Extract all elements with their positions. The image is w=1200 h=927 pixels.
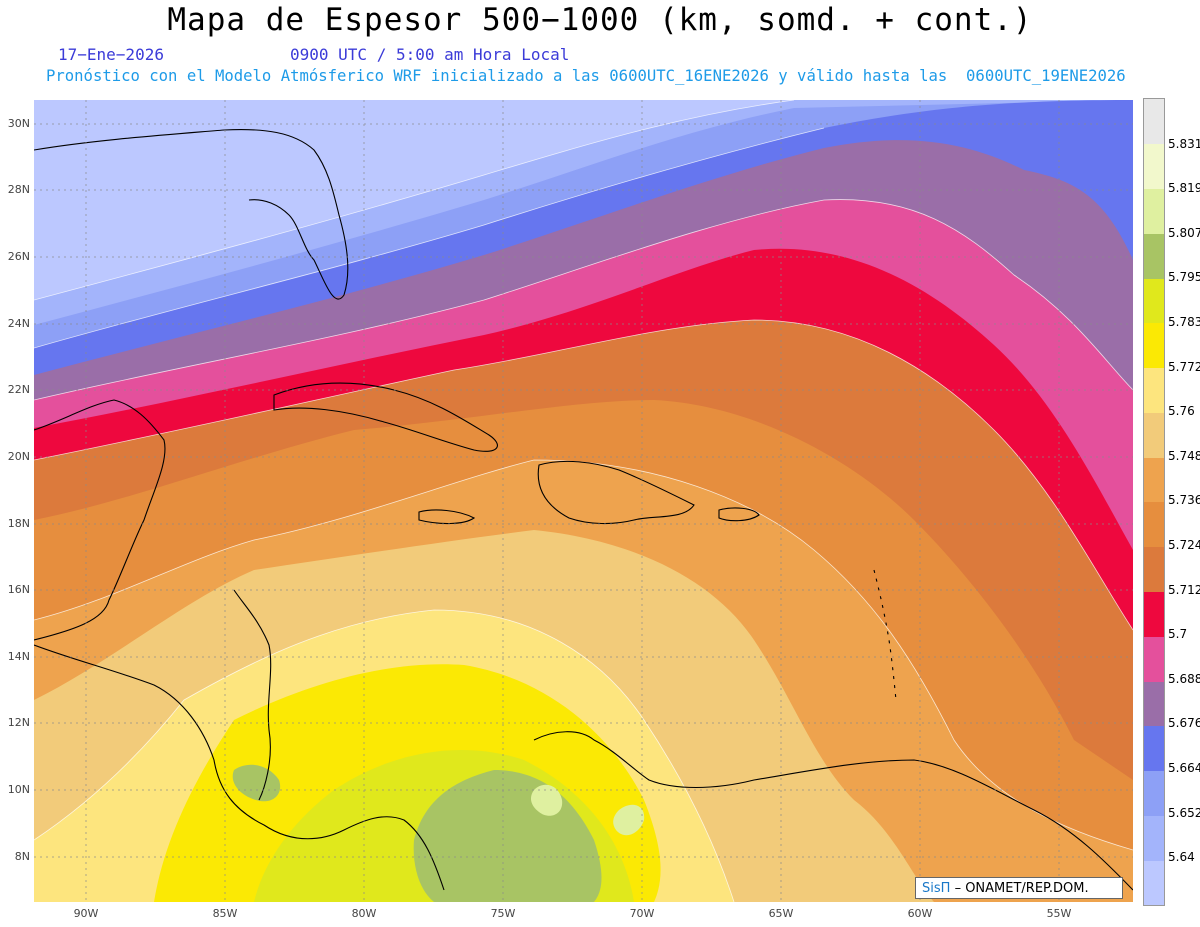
yucatan-coast <box>34 399 166 641</box>
nicaragua-coast <box>233 589 272 801</box>
lat-label: 26N <box>7 250 30 263</box>
band-5807-cr <box>232 764 281 802</box>
colorbar-segment <box>1144 770 1164 816</box>
lat-label: 22N <box>7 383 30 396</box>
thickness-colorbar <box>1143 98 1165 906</box>
credit-box: SisΠ – ONAMET/REP.DOM. <box>915 877 1123 899</box>
forecast-info: Pronóstico con el Modelo Atmósferico WRF… <box>46 67 1126 85</box>
colorbar-segment <box>1144 502 1164 548</box>
hispaniola <box>537 460 695 525</box>
lon-label: 80W <box>351 907 377 920</box>
florida-coast <box>34 129 349 300</box>
map-title: Mapa de Espesor 500−1000 (km, somd. + co… <box>167 2 1033 38</box>
lat-label: 16N <box>7 583 30 596</box>
colorbar-label: 5.819 <box>1168 181 1200 195</box>
cuba <box>273 382 498 452</box>
lon-label: 70W <box>629 907 655 920</box>
colorbar-label: 5.712 <box>1168 583 1200 597</box>
venezuela-coast <box>533 731 1133 891</box>
colorbar-segment <box>1144 278 1164 324</box>
lat-label: 24N <box>7 317 30 330</box>
colorbar-segment <box>1144 546 1164 593</box>
colorbar-label: 5.783 <box>1168 315 1200 329</box>
lat-label: 30N <box>7 117 30 130</box>
jamaica <box>418 509 476 525</box>
colorbar-label: 5.688 <box>1168 672 1200 686</box>
colorbar-segment <box>1144 143 1164 190</box>
lat-label: 10N <box>7 783 30 796</box>
lat-label: 20N <box>7 450 30 463</box>
credit-org: – ONAMET/REP.DOM. <box>954 881 1089 896</box>
lat-label: 18N <box>7 517 30 530</box>
colorbar-segment <box>1144 99 1164 145</box>
colorbar-label: 5.795 <box>1168 270 1200 284</box>
thickness-map <box>34 100 1133 902</box>
coastlines <box>34 129 1133 891</box>
colorbar-segment <box>1144 233 1164 279</box>
colorbar-label: 5.64 <box>1168 850 1195 864</box>
colorbar-segment <box>1144 322 1164 369</box>
colorbar-segment <box>1144 681 1164 727</box>
colorbar-segment <box>1144 367 1164 413</box>
lon-label: 75W <box>490 907 516 920</box>
band-5819-b <box>613 804 645 836</box>
colorbar-segment <box>1144 591 1164 637</box>
lat-label: 14N <box>7 650 30 663</box>
lat-label: 28N <box>7 183 30 196</box>
map-canvas <box>34 100 1133 902</box>
colorbar-label: 5.772 <box>1168 360 1200 374</box>
lat-label: 12N <box>7 716 30 729</box>
lat-label: 8N <box>14 850 30 863</box>
lon-label: 60W <box>907 907 933 920</box>
graticule <box>34 100 1133 902</box>
colorbar-label: 5.748 <box>1168 449 1200 463</box>
colorbar-segment <box>1144 457 1164 503</box>
colorbar-segment <box>1144 188 1164 234</box>
colorbar-label: 5.652 <box>1168 806 1200 820</box>
colorbar-label: 5.76 <box>1168 404 1195 418</box>
colorbar-label: 5.724 <box>1168 538 1200 552</box>
colorbar-segment <box>1144 860 1164 906</box>
valid-date: 17−Ene−2026 <box>58 45 164 64</box>
contour-lines <box>34 100 1133 902</box>
colorbar-label: 5.676 <box>1168 716 1200 730</box>
credit-brand: SisΠ <box>922 881 951 896</box>
puerto-rico <box>718 507 760 522</box>
lon-label: 65W <box>768 907 794 920</box>
lon-label: 90W <box>73 907 99 920</box>
lon-label: 85W <box>212 907 238 920</box>
colorbar-segment <box>1144 636 1164 682</box>
band-5819 <box>531 784 563 816</box>
colorbar-label: 5.664 <box>1168 761 1200 775</box>
colorbar-label: 5.831 <box>1168 137 1200 151</box>
colorbar-segment <box>1144 412 1164 458</box>
colorbar-label: 5.736 <box>1168 493 1200 507</box>
central-america-coast <box>34 644 445 891</box>
colorbar-segment <box>1144 815 1164 861</box>
colorbar-label: 5.807 <box>1168 226 1200 240</box>
valid-time: 0900 UTC / 5:00 am Hora Local <box>290 45 570 64</box>
colorbar-segment <box>1144 725 1164 772</box>
lon-label: 55W <box>1046 907 1072 920</box>
colorbar-label: 5.7 <box>1168 627 1188 641</box>
